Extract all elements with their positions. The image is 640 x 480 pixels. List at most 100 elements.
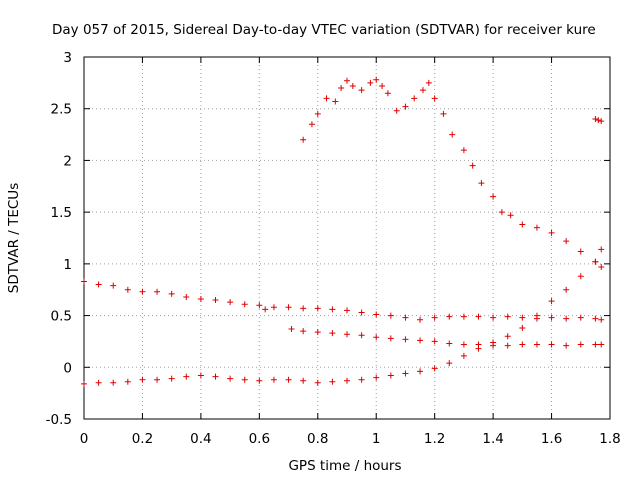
data-point-marker [358,376,365,383]
data-point-marker [592,341,599,348]
data-point-marker [563,315,570,322]
data-point-marker [563,342,570,349]
data-point-marker [504,313,511,320]
data-point-marker [329,306,336,313]
data-point-marker [338,85,345,92]
data-point-marker [431,338,438,345]
chart-title: Day 057 of 2015, Sidereal Day-to-day VTE… [52,22,596,38]
data-point-marker [419,87,426,94]
x-axis-ticks: 0 0.2 0.4 0.6 0.8 1 1.2 1.4 1.6 1.8 [80,57,621,447]
data-point-marker [81,278,87,285]
data-point-marker [519,341,526,348]
data-point-marker [285,376,292,383]
data-point-marker [285,304,292,311]
y-tick-label: 0.5 [51,309,72,325]
data-point-marker [440,110,447,117]
x-tick-label: 0.2 [132,431,153,447]
data-point-marker [95,379,102,386]
x-tick-label: 1.4 [482,431,503,447]
data-point-marker [563,238,570,245]
series-track-5 [592,116,605,125]
data-point-marker [460,147,467,154]
data-point-marker [577,273,584,280]
data-point-marker [323,95,330,102]
data-point-marker [183,373,190,380]
data-point-marker [81,380,87,387]
data-point-marker [241,301,248,308]
data-point-marker [300,328,307,335]
data-point-marker [490,342,497,349]
x-tick-label: 0.4 [190,431,211,447]
data-point-marker [446,313,453,320]
data-point-marker [344,377,350,384]
data-point-marker [373,334,380,341]
data-point-marker [446,360,453,367]
grid-lines [83,56,611,420]
data-point-marker [498,209,505,216]
y-tick-label: 1 [63,257,72,273]
data-point-marker [349,82,356,89]
y-tick-label: 0 [63,360,72,376]
data-point-marker [256,377,263,384]
x-axis-label: GPS time / hours [288,458,401,474]
data-point-marker [300,305,307,312]
data-point-marker [548,341,555,348]
plot-frame [83,56,611,420]
data-point-marker [431,365,438,372]
data-point-marker [124,378,131,385]
data-point-marker [308,121,315,128]
data-point-marker [533,341,540,348]
data-point-marker [227,375,234,382]
data-point-marker [344,331,350,338]
data-point-marker [110,282,117,289]
data-point-marker [270,304,277,311]
data-point-marker [478,180,485,187]
data-point-marker [139,288,146,295]
data-point-marker [241,376,248,383]
data-point-marker [519,221,526,228]
data-point-marker [460,341,467,348]
data-point-marker [288,326,295,333]
data-point-marker [300,377,307,384]
data-point-marker [270,376,277,383]
data-point-marker [197,372,204,379]
data-point-marker [358,332,365,339]
data-point-marker [475,313,482,320]
x-tick-label: 0.8 [307,431,328,447]
data-point-marker [95,281,102,288]
data-point-marker [402,370,409,377]
data-point-marker [548,229,555,236]
data-point-marker [507,212,514,219]
data-point-marker [387,335,394,342]
data-point-marker [446,340,453,347]
data-point-marker [402,336,409,343]
y-tick-label: 2 [63,153,72,169]
data-point-marker [460,313,467,320]
data-point-marker [332,98,339,105]
data-point-marker [256,302,263,309]
data-point-marker [519,314,526,321]
data-point-marker [314,110,321,117]
x-tick-label: 0.6 [249,431,270,447]
data-point-marker [490,193,497,200]
data-point-marker [314,305,321,312]
data-point-marker [519,324,526,331]
data-point-marker [373,374,380,381]
data-point-marker [314,329,321,336]
y-axis-ticks: -0.5 0 0.5 1 1.5 2 2.5 3 [46,50,610,428]
data-point-marker [598,246,605,253]
data-point-marker [548,314,555,321]
data-point-marker [490,314,497,321]
data-point-marker [577,248,584,255]
data-markers [81,76,605,387]
y-tick-label: 2.5 [51,102,72,118]
data-point-marker [598,316,605,323]
data-point-marker [577,341,584,348]
data-point-marker [212,297,219,304]
data-point-marker [417,316,424,323]
data-point-marker [344,77,350,84]
series-track-3 [288,326,605,349]
data-point-marker [314,379,321,386]
data-point-marker [139,376,146,383]
data-point-marker [358,87,365,94]
